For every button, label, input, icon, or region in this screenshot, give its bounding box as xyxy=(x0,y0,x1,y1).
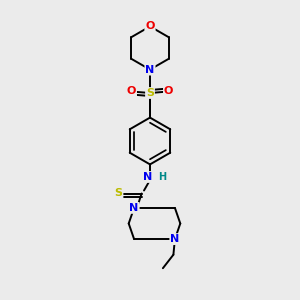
Text: H: H xyxy=(158,172,167,182)
Text: N: N xyxy=(170,234,179,244)
Text: N: N xyxy=(143,172,152,182)
Text: N: N xyxy=(146,64,154,75)
Text: O: O xyxy=(127,86,136,97)
Text: O: O xyxy=(164,86,173,97)
Text: O: O xyxy=(145,21,155,32)
Text: S: S xyxy=(146,88,154,98)
Text: S: S xyxy=(115,188,122,199)
Text: N: N xyxy=(130,203,139,213)
